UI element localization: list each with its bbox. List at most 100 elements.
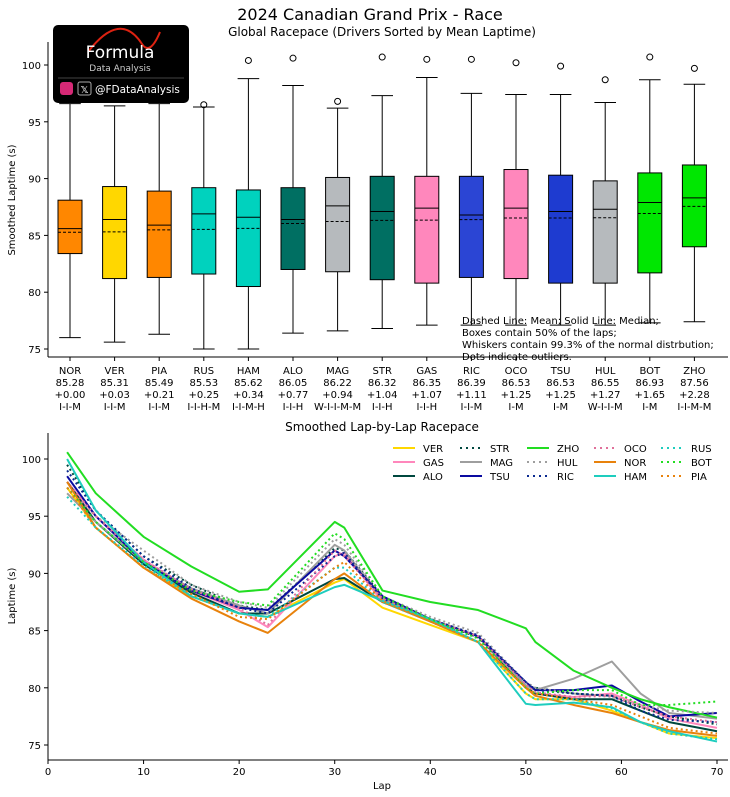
box <box>458 175 484 278</box>
outlier-dot <box>512 59 520 67</box>
driver-label: VER <box>105 366 125 377</box>
driver-label: TSU <box>550 366 571 377</box>
box-ALO <box>280 54 306 334</box>
x-tick-label: 10 <box>137 767 150 778</box>
x-tick-label: 40 <box>424 767 437 778</box>
y-tick-label: 80 <box>28 684 41 695</box>
legend-label: NOR <box>624 458 646 469</box>
strategy-label: I-I-M-M <box>677 402 711 413</box>
strategy-label: W-I-I-M-M <box>314 402 361 413</box>
box-TSU <box>548 62 574 326</box>
instagram-icon <box>60 82 73 95</box>
outlier-dot <box>557 62 565 70</box>
box-GAS <box>414 55 440 326</box>
gap-label: +1.25 <box>545 390 576 401</box>
x-icon <box>77 81 92 96</box>
gap-label: +1.25 <box>501 390 532 401</box>
outlier-dot <box>200 101 208 109</box>
line-x-label: Lap <box>373 781 391 792</box>
y-tick-label: 80 <box>28 288 41 299</box>
strategy-label: I-M <box>553 402 568 413</box>
box-chart-title: 2024 Canadian Grand Prix - Race <box>237 5 503 24</box>
y-tick-label: 100 <box>22 455 41 466</box>
driver-label: RUS <box>193 366 214 377</box>
series-line-RIC <box>66 469 718 724</box>
outlier-dot <box>289 54 297 62</box>
driver-label: BOT <box>639 366 661 377</box>
note-line: Boxes contain 50% of the laps; <box>462 328 617 339</box>
driver-label: OCO <box>505 366 528 377</box>
y-tick-label: 95 <box>28 512 41 523</box>
box <box>592 180 618 284</box>
gap-label: +0.25 <box>188 390 219 401</box>
series-line-VER <box>66 487 718 740</box>
driver-label: STR <box>372 366 391 377</box>
box-chart-subtitle: Global Racepace (Drivers Sorted by Mean … <box>228 25 536 39</box>
strategy-label: I-I-M <box>148 402 170 413</box>
box <box>503 169 529 280</box>
strategy-label: I-I-H <box>416 402 437 413</box>
gap-label: +0.21 <box>144 390 175 401</box>
y-tick-label: 90 <box>28 569 41 580</box>
box-NOR <box>57 103 83 339</box>
legend-label: ZHO <box>557 444 579 455</box>
y-tick-label: 75 <box>28 345 41 356</box>
x-tick-label: 0 <box>45 767 51 778</box>
line-y-label: Laptime (s) <box>7 567 18 624</box>
mean-label: 85.31 <box>100 378 129 389</box>
x-tick-label: 30 <box>328 767 341 778</box>
mean-label: 87.56 <box>680 378 709 389</box>
strategy-label: I-M <box>508 402 523 413</box>
box-y-label: Smoothed Laptime (s) <box>7 144 18 255</box>
series-line-HUL <box>66 486 718 714</box>
box-MAG <box>325 97 351 332</box>
series-line-STR <box>66 464 718 726</box>
y-tick-label: 90 <box>28 175 41 186</box>
legend-label: STR <box>490 444 509 455</box>
strategy-label: I-I-H <box>372 402 393 413</box>
box <box>280 187 306 270</box>
box <box>325 176 351 273</box>
series-line-BOT <box>66 486 718 706</box>
mean-label: 85.28 <box>56 378 85 389</box>
box-RIC <box>458 55 484 326</box>
series-line-ZHO <box>66 451 718 719</box>
series-line-RUS <box>66 496 718 741</box>
legend-label: GAS <box>423 458 444 469</box>
mean-label: 86.93 <box>635 378 664 389</box>
box-VER <box>102 105 128 343</box>
outlier-dot <box>601 76 609 84</box>
gap-label: +2.28 <box>679 390 710 401</box>
box-ZHO <box>681 64 707 323</box>
logo-sub: Data Analysis <box>89 64 151 74</box>
x-tick-label: 60 <box>615 767 628 778</box>
mean-label: 86.22 <box>323 378 352 389</box>
legend-label: RUS <box>691 444 712 455</box>
mean-label: 85.49 <box>145 378 174 389</box>
mean-label: 86.35 <box>412 378 441 389</box>
driver-label: PIA <box>151 366 167 377</box>
outlier-dot <box>378 53 386 61</box>
gap-label: +1.04 <box>367 390 398 401</box>
x-tick-label: 20 <box>233 767 246 778</box>
box-HAM <box>235 56 261 350</box>
gap-label: +1.27 <box>590 390 621 401</box>
strategy-label: W-I-I-M <box>588 402 623 413</box>
outlier-dot <box>244 56 252 64</box>
mean-label: 86.32 <box>368 378 397 389</box>
box-STR <box>369 53 395 330</box>
x-tick-label: 70 <box>711 767 724 778</box>
box <box>146 190 172 278</box>
strategy-label: I-I-H <box>283 402 304 413</box>
x-tick-label: 50 <box>519 767 532 778</box>
y-tick-label: 85 <box>28 231 41 242</box>
legend-label: TSU <box>489 472 510 483</box>
series-line-NOR <box>66 481 718 737</box>
box-RUS <box>191 101 217 350</box>
driver-label: ALO <box>283 366 303 377</box>
mean-label: 86.39 <box>457 378 486 389</box>
gap-label: +1.65 <box>634 390 665 401</box>
strategy-label: I-M <box>642 402 657 413</box>
legend-label: RIC <box>557 472 574 483</box>
